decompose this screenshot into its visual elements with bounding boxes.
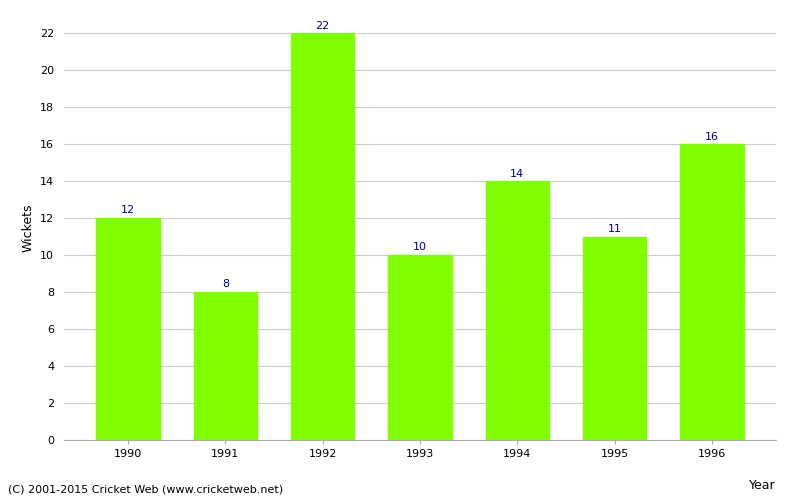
Text: (C) 2001-2015 Cricket Web (www.cricketweb.net): (C) 2001-2015 Cricket Web (www.cricketwe… [8,485,283,495]
Text: Year: Year [750,479,776,492]
Bar [291,34,354,440]
Text: 10: 10 [413,242,427,252]
Y-axis label: Wickets: Wickets [22,203,34,252]
Text: 22: 22 [315,20,330,30]
Bar [486,182,549,440]
Text: 11: 11 [608,224,622,234]
Bar [194,292,257,440]
Text: 8: 8 [222,280,229,289]
Bar [680,144,744,440]
Bar [96,218,160,440]
Bar [583,236,646,440]
Text: 12: 12 [121,206,135,216]
Text: 14: 14 [510,168,524,178]
Text: 16: 16 [705,132,719,141]
Bar [388,255,452,440]
